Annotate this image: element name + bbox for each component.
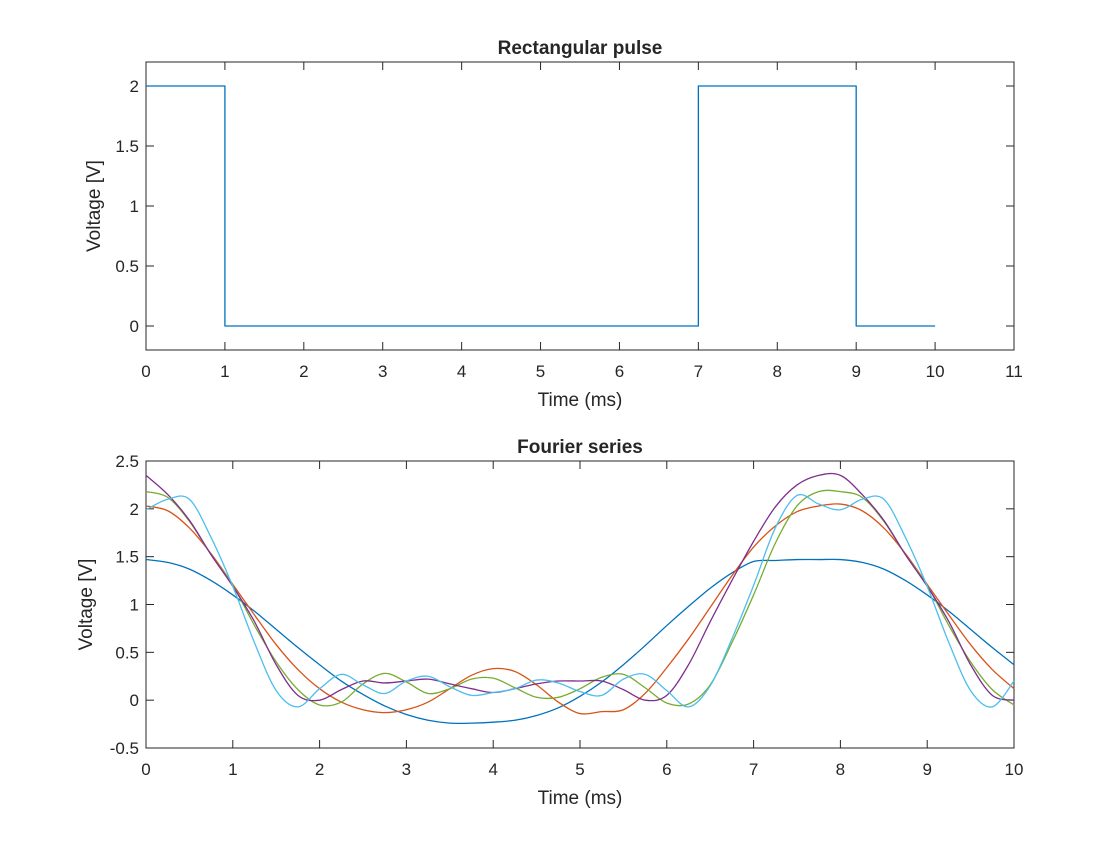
x-tick-label: 9 xyxy=(922,760,931,779)
x-axis-label: Time (ms) xyxy=(538,390,623,411)
x-tick-label: 6 xyxy=(662,760,671,779)
series-line-1 xyxy=(145,503,1015,715)
x-tick-label: 1 xyxy=(228,760,237,779)
x-tick-label: 2 xyxy=(299,362,308,381)
y-tick-label: 0.5 xyxy=(115,643,139,662)
chart-0: 0 1 2 3 4 5 6 7 8 9 10 11 0 0.5 1 1.5 2 Rectangular pulse… xyxy=(84,38,1023,411)
x-tick-label: 8 xyxy=(836,760,845,779)
x-tick-label: 4 xyxy=(488,760,497,779)
x-tick-label: 10 xyxy=(926,362,945,381)
series-line-0 xyxy=(146,85,936,327)
x-tick-label: 9 xyxy=(851,362,860,381)
y-tick-label: 0 xyxy=(130,691,139,710)
series-line-3 xyxy=(145,472,1015,702)
x-tick-label: 7 xyxy=(694,362,703,381)
y-tick-label: 1.5 xyxy=(115,137,139,156)
y-tick-label: 2 xyxy=(130,77,139,96)
chart-title: Fourier series xyxy=(517,437,643,458)
y-tick-label: 0.5 xyxy=(115,257,139,276)
y-tick-label: 2.5 xyxy=(115,452,139,471)
x-tick-label: 0 xyxy=(141,362,150,381)
y-axis-label: Voltage [V] xyxy=(84,160,105,252)
x-tick-label: 11 xyxy=(1005,362,1023,381)
chart-title: Rectangular pulse xyxy=(498,38,663,59)
y-tick-label: 1 xyxy=(130,596,139,615)
x-tick-label: 7 xyxy=(749,760,758,779)
y-tick-label: 1.5 xyxy=(115,548,139,567)
x-tick-label: 3 xyxy=(402,760,411,779)
x-tick-label: 2 xyxy=(315,760,324,779)
series-line-0 xyxy=(145,558,1015,725)
x-tick-label: 3 xyxy=(378,362,387,381)
y-tick-label: 1 xyxy=(130,197,139,216)
y-tick-label: 2 xyxy=(130,500,139,519)
series-line-2 xyxy=(145,489,1015,707)
plot-area xyxy=(145,61,1015,351)
y-tick-label: -0.5 xyxy=(110,739,139,758)
x-tick-label: 1 xyxy=(220,362,229,381)
x-tick-label: 6 xyxy=(615,362,624,381)
series-line-4 xyxy=(145,493,1015,708)
x-tick-label: 10 xyxy=(1005,760,1024,779)
y-tick-label: 0 xyxy=(130,317,139,336)
x-tick-label: 4 xyxy=(457,362,466,381)
x-axis-label: Time (ms) xyxy=(538,788,623,809)
x-tick-label: 5 xyxy=(536,362,545,381)
y-axis-label: Voltage [V] xyxy=(76,559,97,651)
x-tick-label: 0 xyxy=(141,760,150,779)
x-tick-label: 5 xyxy=(575,760,584,779)
x-tick-label: 8 xyxy=(773,362,782,381)
plot-area xyxy=(145,460,1015,749)
